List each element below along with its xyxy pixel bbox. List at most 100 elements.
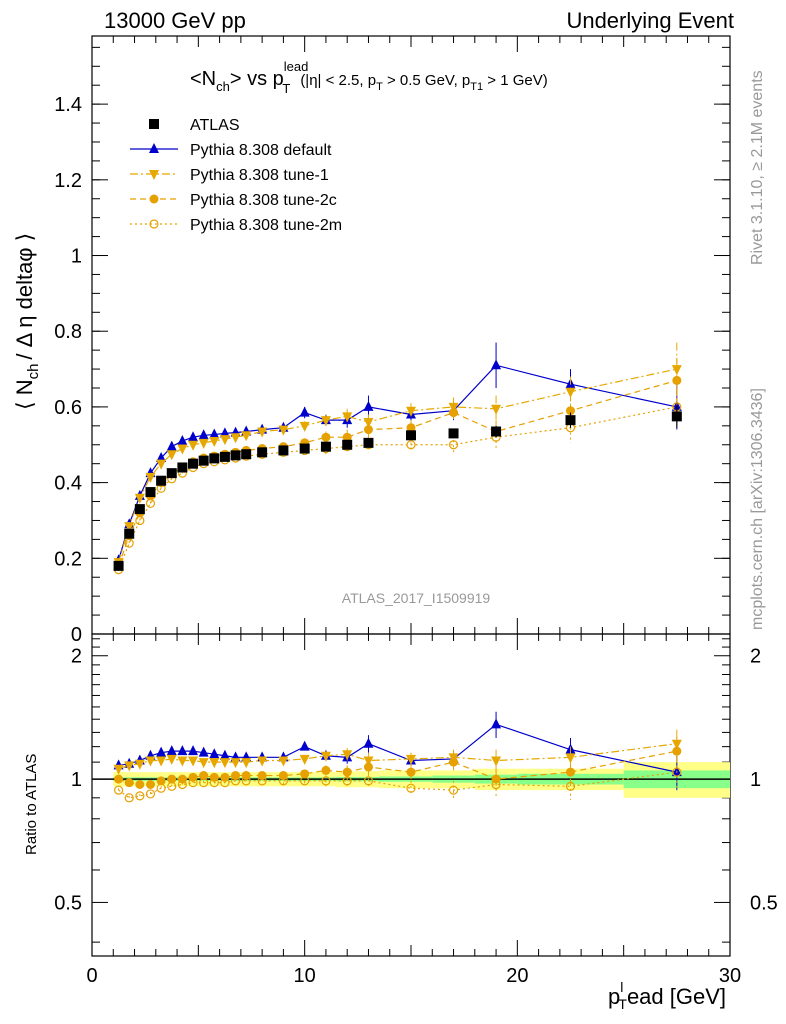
main-point [166, 440, 177, 451]
ratio-point [156, 756, 167, 767]
ratio-point [209, 748, 220, 759]
ratio-point [177, 779, 187, 790]
ratio-point [299, 754, 310, 765]
main-point [124, 538, 134, 548]
ratio-point [320, 751, 331, 762]
ratio-point [491, 779, 501, 790]
main-point [145, 498, 156, 509]
main-point [299, 421, 310, 432]
main-point [134, 493, 145, 504]
main-plot-frame [91, 35, 731, 635]
legend-marker [149, 194, 159, 204]
ratio-point [363, 776, 374, 786]
mcplots-label: mcplots.cern.ch [arXiv:1306.3436] [749, 388, 766, 630]
main-point [342, 432, 352, 442]
ratio-point [188, 745, 199, 756]
ratio-point [135, 791, 145, 801]
legend-marker [149, 143, 159, 153]
main-data-point [188, 458, 199, 469]
main-point [321, 432, 331, 442]
legend: ATLAS Pythia 8.308 default Pythia 8.308 tu… [130, 117, 342, 234]
ratio-point [363, 762, 373, 772]
ratio-point [156, 776, 166, 786]
ratio-point [406, 754, 416, 765]
ratio-y-tick-label-right: 0.5 [750, 892, 778, 914]
main-y-tick-label: 0.6 [54, 397, 82, 419]
ratio-point [257, 776, 267, 786]
ratio-point [230, 776, 241, 786]
ratio-point [230, 758, 241, 769]
main-data-point [209, 453, 220, 464]
ratio-point [124, 793, 134, 803]
main-point [135, 515, 145, 526]
main-point [198, 429, 209, 440]
main-point [278, 425, 289, 436]
ratio-point [406, 783, 416, 793]
x-axis-label: pl Tead [GeV] [608, 979, 726, 1012]
main-point [406, 406, 416, 417]
ratio-point [241, 776, 251, 786]
ratio-point [300, 776, 310, 786]
ratio-point [199, 778, 209, 788]
main-data-point [565, 415, 576, 426]
main-point [166, 450, 177, 461]
ratio-point [241, 758, 252, 769]
main-point [209, 428, 220, 439]
ratio-point [113, 785, 124, 795]
ratio-series-2 [114, 736, 682, 791]
main-series-line [118, 368, 677, 563]
ratio-point [188, 756, 199, 767]
ratio-point [278, 756, 289, 767]
main-point [177, 434, 188, 445]
ratio-point [300, 769, 310, 779]
legend-item: ATLAS [149, 117, 240, 134]
main-data-point [257, 447, 268, 458]
main-point [299, 406, 310, 417]
ratio-y-tick-label: 2 [71, 646, 82, 668]
main-data-point [156, 475, 167, 486]
ratio-point [672, 767, 682, 777]
ratio-point [321, 776, 331, 786]
rivet-label: Rivet 3.1.10, ≥ 2.1M events [749, 70, 766, 265]
main-data-point [241, 449, 252, 460]
main-y-tick-label: 1.2 [54, 170, 82, 192]
ratio-point [198, 746, 209, 757]
main-point [406, 440, 416, 450]
main-point [566, 406, 575, 416]
main-data-series-0 [113, 405, 682, 571]
main-point [219, 435, 230, 446]
main-point [491, 404, 502, 415]
ratio-point [220, 778, 230, 788]
main-data-point [198, 455, 209, 466]
ratio-point [363, 737, 374, 748]
ratio-y-tick-label-right: 2 [750, 646, 761, 668]
ratio-y-tick-label: 1 [71, 769, 82, 791]
ratio-point [114, 774, 124, 784]
ratio-point [167, 774, 177, 784]
ratio-series-line [118, 743, 677, 770]
ratio-point [209, 758, 220, 769]
main-data-point [671, 411, 682, 422]
main-point [449, 408, 459, 418]
main-point [156, 459, 167, 470]
ratio-point [135, 780, 145, 790]
legend-label: Pythia 8.308 tune-2c [190, 192, 337, 209]
ratio-point [448, 785, 459, 795]
main-data-point [363, 437, 374, 448]
main-axis-ticks: 0 0.2 0.4 0.6 0.8 1 1.2 1.4 [54, 36, 731, 646]
ratio-point [257, 756, 268, 767]
ratio-point [177, 745, 188, 756]
analysis-watermark: ATLAS_2017_I1509919 [342, 590, 491, 606]
main-data-point [491, 426, 502, 437]
main-data-point [113, 560, 124, 571]
main-data-point [342, 439, 353, 450]
ratio-point [166, 754, 177, 765]
main-data-point [299, 443, 310, 454]
main-y-tick-label: 1.4 [54, 94, 82, 116]
legend-marker [149, 219, 159, 229]
main-point [342, 412, 353, 423]
header-left: 13000 GeV pp [104, 8, 246, 33]
ratio-point [177, 756, 188, 767]
main-data-point [145, 487, 156, 498]
main-data-point [219, 451, 230, 462]
